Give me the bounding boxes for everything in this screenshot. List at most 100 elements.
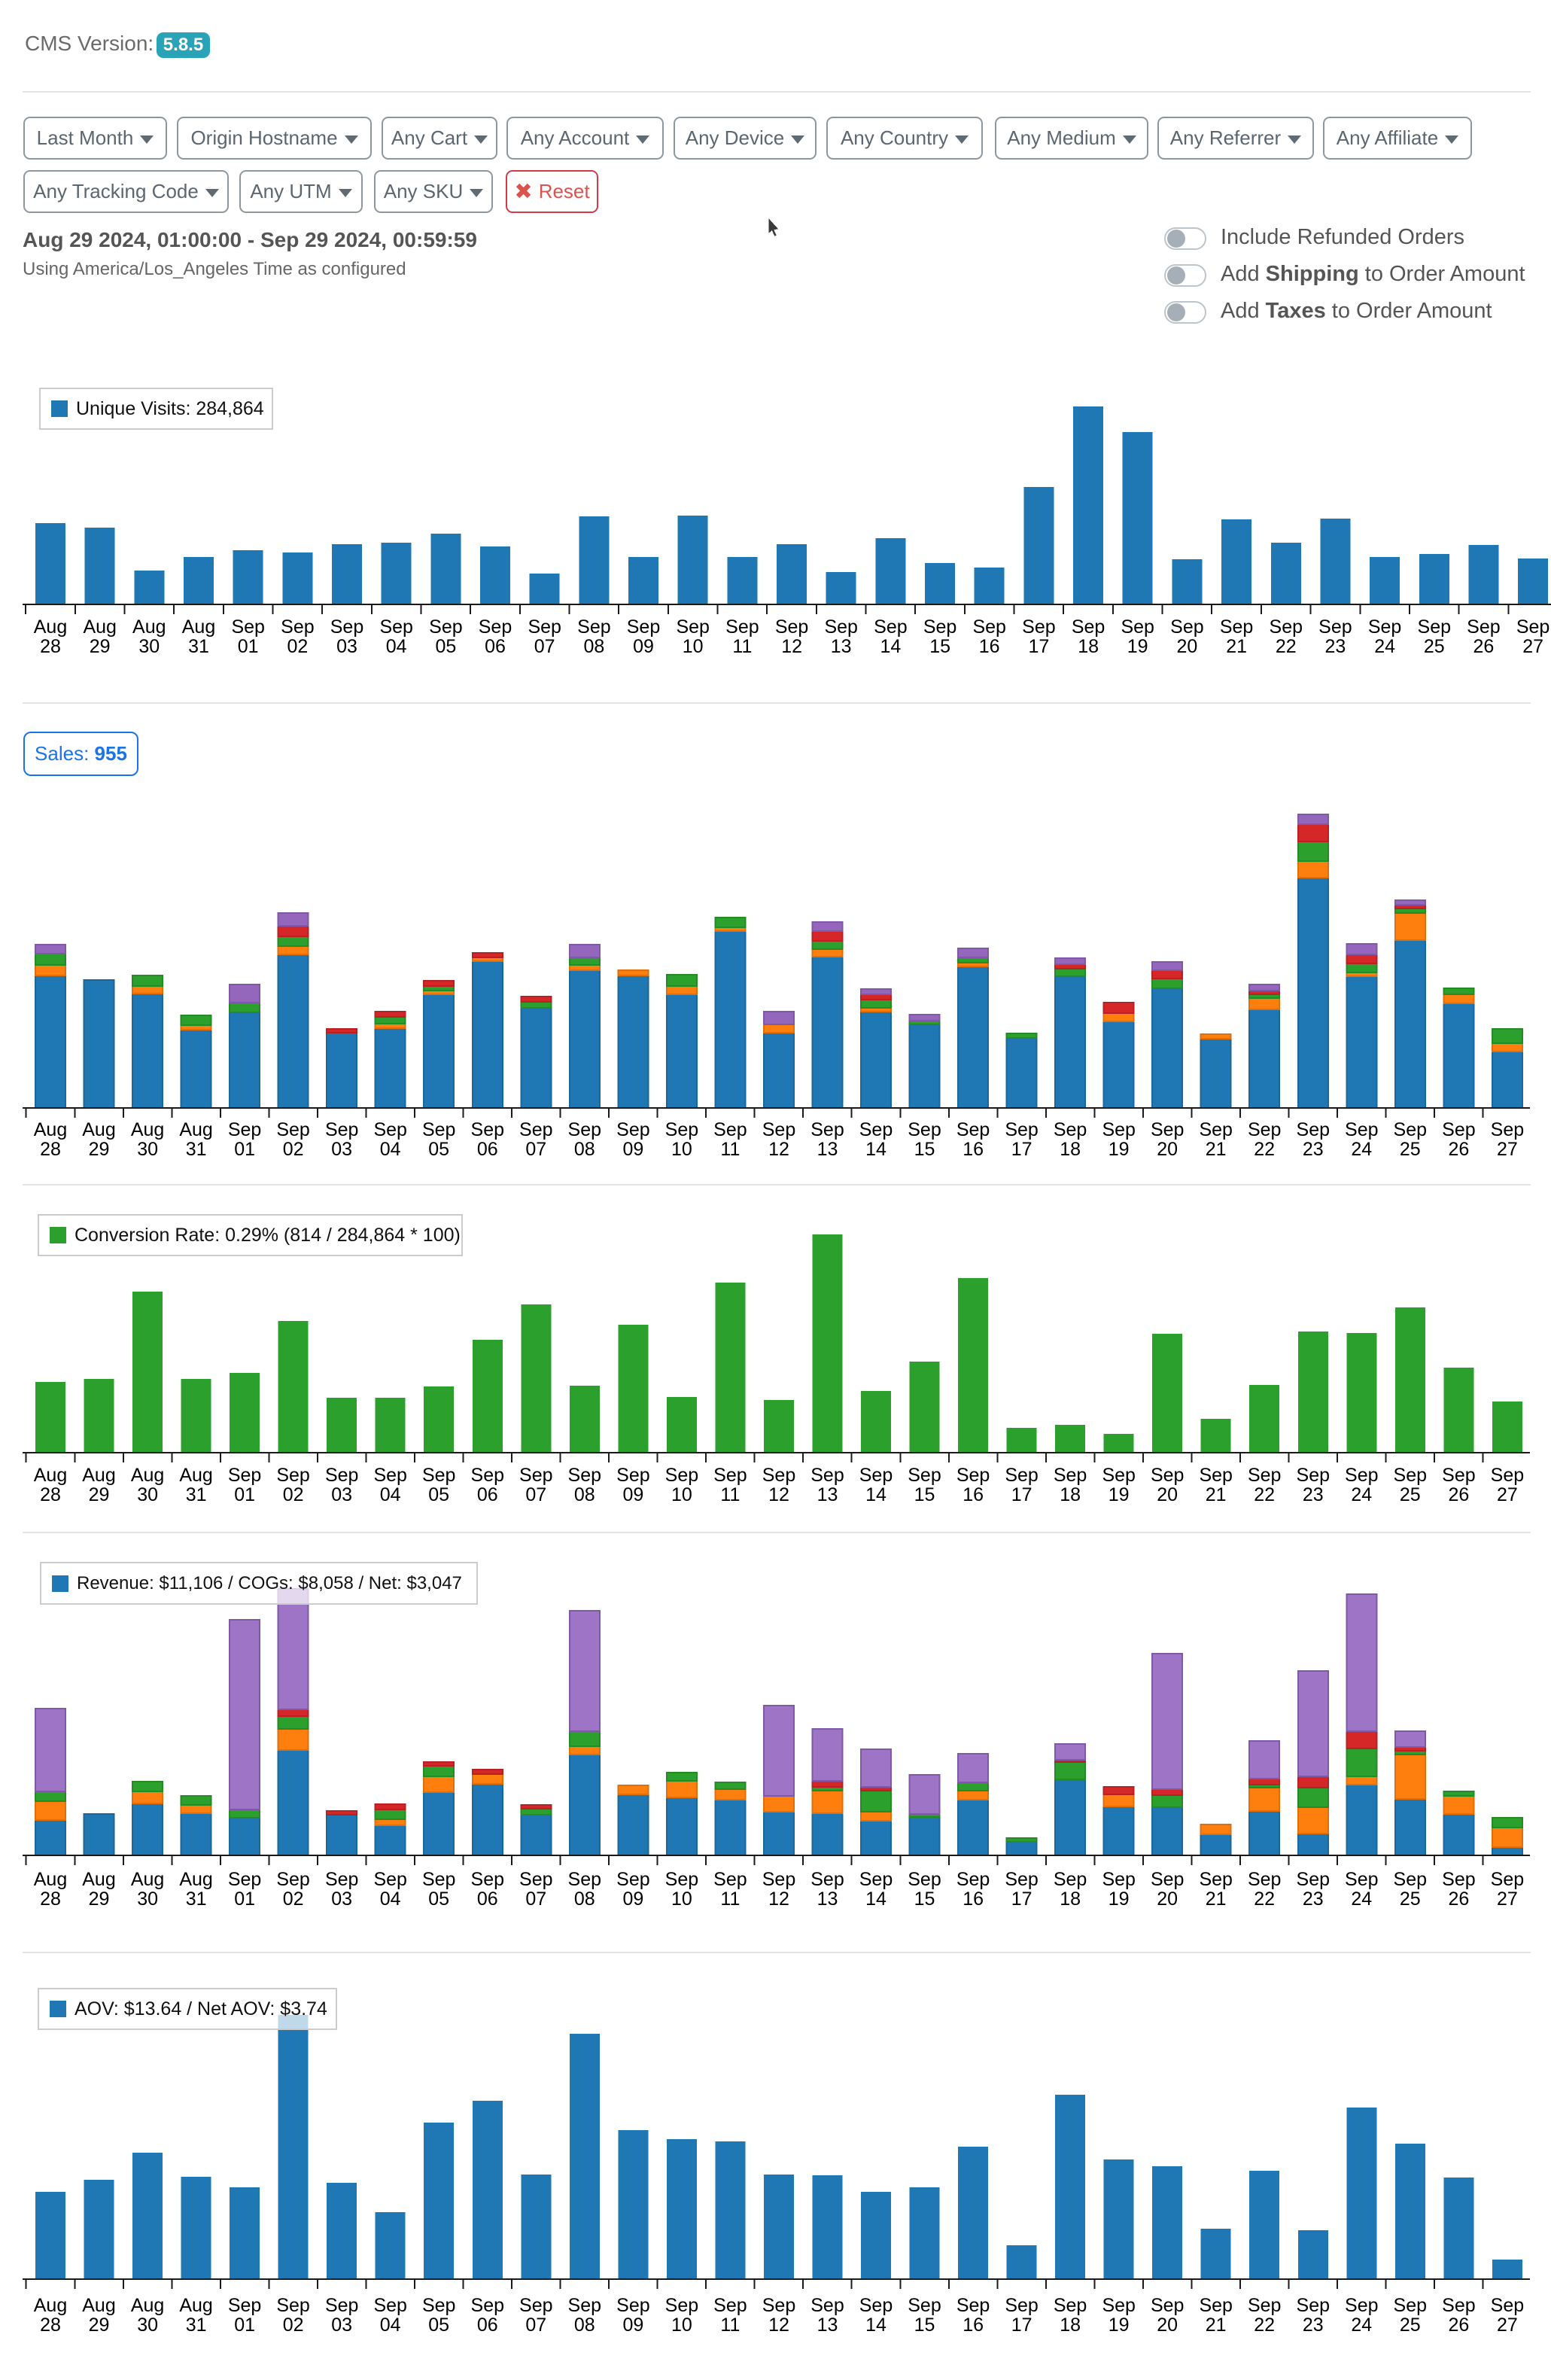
svg-text:01: 01 <box>234 1484 255 1505</box>
svg-text:03: 03 <box>331 1888 352 1910</box>
svg-text:Sep: Sep <box>1297 1869 1330 1890</box>
svg-text:11: 11 <box>720 2315 740 2336</box>
svg-text:28: 28 <box>40 2315 61 2336</box>
svg-text:Sep: Sep <box>519 1119 552 1140</box>
svg-text:Sep: Sep <box>519 2295 552 2316</box>
svg-text:Sep: Sep <box>676 616 709 638</box>
svg-text:Sep: Sep <box>1418 616 1451 638</box>
svg-text:18: 18 <box>1060 2315 1081 2336</box>
svg-text:03: 03 <box>331 1484 352 1505</box>
svg-text:18: 18 <box>1060 1139 1081 1160</box>
svg-text:29: 29 <box>89 1139 110 1160</box>
svg-text:Sep: Sep <box>1199 1465 1232 1486</box>
svg-text:Sep: Sep <box>665 2295 698 2316</box>
svg-text:Sep: Sep <box>908 1119 941 1140</box>
svg-text:Sep: Sep <box>627 616 660 638</box>
svg-text:Sep: Sep <box>568 2295 601 2316</box>
svg-text:02: 02 <box>283 1888 304 1910</box>
svg-text:23: 23 <box>1303 1888 1324 1910</box>
svg-text:17: 17 <box>1011 1139 1032 1160</box>
svg-text:13: 13 <box>817 1888 838 1910</box>
svg-text:Sep: Sep <box>1345 1869 1378 1890</box>
svg-text:28: 28 <box>40 636 61 657</box>
svg-text:Sep: Sep <box>325 1119 358 1140</box>
svg-text:06: 06 <box>477 1484 498 1505</box>
svg-text:Sep: Sep <box>810 1869 844 1890</box>
svg-text:12: 12 <box>768 1139 789 1160</box>
svg-text:Sep: Sep <box>330 616 363 638</box>
svg-text:29: 29 <box>89 1888 110 1910</box>
svg-text:22: 22 <box>1254 1484 1275 1505</box>
svg-text:Sep: Sep <box>1199 2295 1232 2316</box>
svg-text:12: 12 <box>768 2315 789 2336</box>
svg-text:Sep: Sep <box>859 1869 893 1890</box>
svg-text:28: 28 <box>40 1139 61 1160</box>
svg-text:24: 24 <box>1351 1888 1372 1910</box>
svg-text:Sep: Sep <box>1005 1119 1038 1140</box>
svg-text:14: 14 <box>880 636 901 657</box>
svg-text:Sep: Sep <box>1442 1119 1475 1140</box>
svg-text:23: 23 <box>1324 636 1346 657</box>
svg-text:30: 30 <box>137 1484 158 1505</box>
svg-text:Sep: Sep <box>1442 1465 1475 1486</box>
svg-text:Sep: Sep <box>713 2295 747 2316</box>
svg-text:31: 31 <box>186 2315 207 2336</box>
svg-text:Sep: Sep <box>956 1119 990 1140</box>
svg-text:30: 30 <box>137 1888 158 1910</box>
svg-text:21: 21 <box>1206 1484 1227 1505</box>
svg-text:22: 22 <box>1254 1139 1275 1160</box>
svg-text:24: 24 <box>1351 2315 1372 2336</box>
svg-text:Sep: Sep <box>228 2295 261 2316</box>
svg-text:25: 25 <box>1400 1484 1421 1505</box>
svg-text:Sep: Sep <box>1121 616 1154 638</box>
svg-text:Sep: Sep <box>1054 1119 1087 1140</box>
svg-text:02: 02 <box>283 1484 304 1505</box>
svg-text:Sep: Sep <box>471 1465 504 1486</box>
svg-text:02: 02 <box>287 636 308 657</box>
svg-text:07: 07 <box>525 1139 546 1160</box>
svg-text:Aug: Aug <box>179 1465 212 1486</box>
svg-text:27: 27 <box>1522 636 1543 657</box>
svg-text:Sep: Sep <box>568 1119 601 1140</box>
svg-text:Sep: Sep <box>1220 616 1253 638</box>
svg-text:Sep: Sep <box>1005 2295 1038 2316</box>
svg-text:01: 01 <box>234 1139 255 1160</box>
svg-text:Sep: Sep <box>479 616 512 638</box>
svg-text:Sep: Sep <box>228 1869 261 1890</box>
svg-text:18: 18 <box>1060 1888 1081 1910</box>
svg-text:08: 08 <box>574 2315 595 2336</box>
svg-text:Aug: Aug <box>34 2295 67 2316</box>
svg-text:Sep: Sep <box>1170 616 1203 638</box>
svg-text:Sep: Sep <box>1151 1869 1184 1890</box>
svg-text:01: 01 <box>234 1888 255 1910</box>
svg-text:01: 01 <box>238 636 259 657</box>
svg-text:Sep: Sep <box>1248 2295 1281 2316</box>
svg-text:15: 15 <box>929 636 950 657</box>
svg-text:Sep: Sep <box>859 1119 893 1140</box>
svg-text:Sep: Sep <box>276 1465 309 1486</box>
svg-text:10: 10 <box>671 1139 692 1160</box>
svg-text:Sep: Sep <box>373 1465 406 1486</box>
svg-text:Aug: Aug <box>82 1869 115 1890</box>
svg-text:07: 07 <box>525 1888 546 1910</box>
svg-text:Sep: Sep <box>1491 2295 1524 2316</box>
svg-text:Sep: Sep <box>1248 1119 1281 1140</box>
svg-text:Sep: Sep <box>422 1119 455 1140</box>
svg-text:16: 16 <box>963 1888 984 1910</box>
svg-text:Sep: Sep <box>725 616 759 638</box>
svg-text:Sep: Sep <box>1102 1119 1135 1140</box>
svg-text:Sep: Sep <box>1151 1465 1184 1486</box>
svg-text:17: 17 <box>1011 1484 1032 1505</box>
svg-text:04: 04 <box>386 636 407 657</box>
svg-text:Sep: Sep <box>616 1119 649 1140</box>
svg-text:26: 26 <box>1473 636 1494 657</box>
svg-text:26: 26 <box>1448 1139 1469 1160</box>
svg-text:Sep: Sep <box>775 616 808 638</box>
svg-text:12: 12 <box>768 1484 789 1505</box>
svg-text:09: 09 <box>622 1484 643 1505</box>
svg-text:06: 06 <box>477 1888 498 1910</box>
svg-text:Sep: Sep <box>665 1869 698 1890</box>
svg-text:Aug: Aug <box>82 1465 115 1486</box>
svg-text:Sep: Sep <box>1491 1119 1524 1140</box>
svg-text:26: 26 <box>1448 1888 1469 1910</box>
